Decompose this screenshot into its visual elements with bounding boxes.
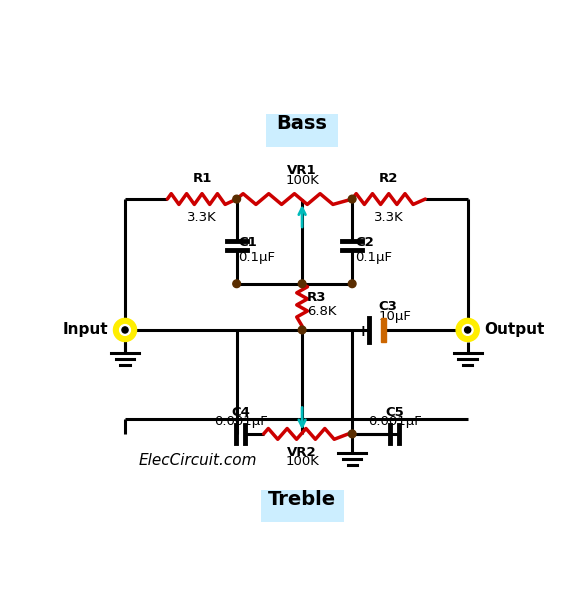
Bar [380, 319, 386, 341]
Circle shape [456, 319, 479, 341]
Text: 0.001μF: 0.001μF [368, 415, 422, 428]
Text: 100K: 100K [285, 455, 319, 469]
Circle shape [113, 319, 136, 341]
Text: C1: C1 [238, 236, 257, 248]
Circle shape [298, 326, 306, 334]
Circle shape [465, 327, 471, 333]
Text: VR1: VR1 [288, 164, 317, 178]
Text: R1: R1 [192, 172, 212, 185]
Text: R2: R2 [379, 172, 399, 185]
Text: 0.1μF: 0.1μF [238, 251, 275, 264]
Text: C5: C5 [385, 406, 404, 419]
Text: Output: Output [485, 322, 545, 337]
Text: C2: C2 [355, 236, 374, 248]
Circle shape [348, 430, 356, 438]
Text: 3.3K: 3.3K [187, 211, 217, 224]
Text: +: + [356, 324, 369, 339]
Text: 100K: 100K [285, 174, 319, 187]
Text: 0.001μF: 0.001μF [213, 415, 268, 428]
Circle shape [298, 280, 306, 287]
Text: C4: C4 [231, 406, 250, 419]
Circle shape [119, 325, 131, 335]
Circle shape [348, 195, 356, 203]
Text: 0.1μF: 0.1μF [355, 251, 392, 264]
Text: Input: Input [62, 322, 108, 337]
Text: VR2: VR2 [288, 446, 317, 459]
Circle shape [121, 326, 129, 334]
Text: C3: C3 [378, 300, 397, 313]
Circle shape [122, 327, 128, 333]
Text: R3: R3 [307, 291, 326, 304]
Text: Treble: Treble [268, 490, 336, 509]
Text: 6.8K: 6.8K [307, 305, 336, 317]
Circle shape [233, 195, 240, 203]
Text: 3.3K: 3.3K [374, 211, 403, 224]
Text: 10μF: 10μF [378, 310, 411, 323]
Circle shape [348, 280, 356, 287]
Circle shape [233, 280, 240, 287]
Circle shape [462, 325, 473, 335]
Text: Bass: Bass [277, 114, 328, 133]
FancyBboxPatch shape [260, 490, 344, 523]
Text: ElecCircuit.com: ElecCircuit.com [139, 454, 258, 469]
FancyBboxPatch shape [266, 115, 338, 146]
